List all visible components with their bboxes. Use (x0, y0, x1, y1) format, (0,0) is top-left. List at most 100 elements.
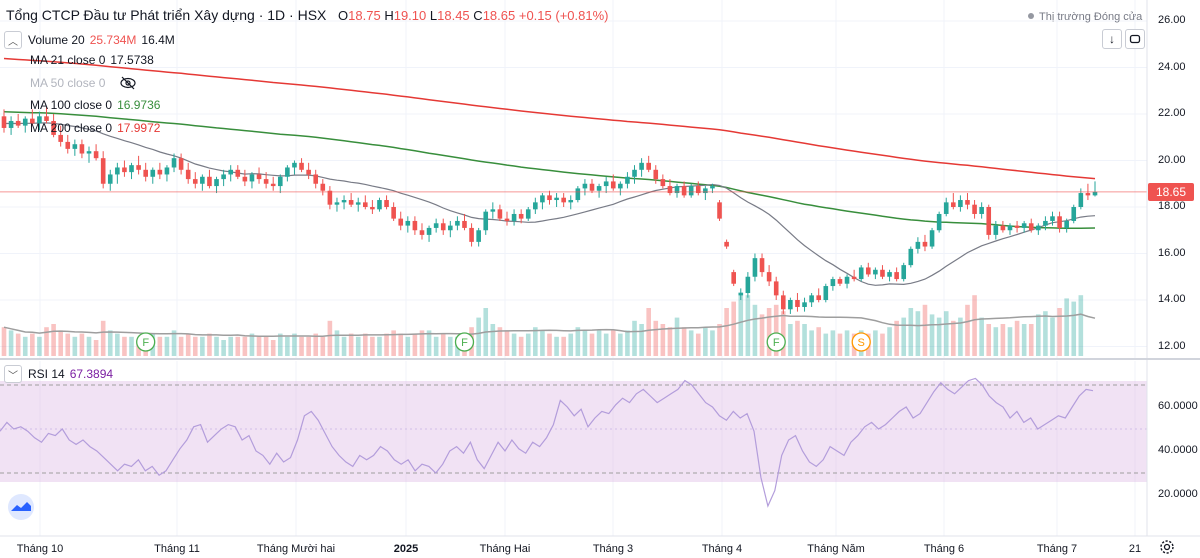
candle (880, 265, 885, 280)
chevron-down-icon[interactable]: ﹀ (4, 365, 22, 383)
candle-body (377, 200, 382, 210)
candle (986, 204, 992, 240)
candle-body (171, 158, 177, 168)
candle (568, 195, 574, 210)
candle (391, 202, 396, 221)
candle-body (115, 167, 120, 175)
candle (1043, 216, 1048, 231)
tradingview-logo[interactable] (6, 494, 36, 520)
volume-bar (348, 333, 354, 356)
candle-body (759, 258, 765, 273)
candle (164, 165, 170, 182)
time-tick-label: Tháng Hai (479, 543, 531, 555)
candle-body (1085, 193, 1091, 196)
price-tick-label: 26.00 (1158, 14, 1186, 26)
candle-body (412, 220, 418, 231)
chevron-up-icon[interactable]: ︿ (4, 31, 22, 49)
candle-body (823, 286, 829, 300)
price-tick-label: 20.00 (1158, 153, 1186, 166)
rsi-legend[interactable]: ﹀ RSI 14 67.3894 (4, 365, 113, 383)
price-tick-label: 16.00 (1158, 246, 1186, 259)
volume-bar (440, 333, 446, 356)
candle (200, 174, 205, 191)
candle-body (908, 248, 914, 266)
candle (780, 290, 786, 314)
ma100-legend[interactable]: MA 100 close 0 16.9736 (30, 98, 161, 112)
candle (86, 146, 92, 163)
event-marker-label: F (142, 337, 149, 349)
volume-bar (363, 333, 368, 356)
candle-body (136, 165, 141, 170)
gear-icon[interactable] (1158, 538, 1176, 556)
arrow-down-icon: ↓ (1109, 32, 1115, 46)
candle (455, 216, 460, 231)
candle (788, 297, 793, 314)
volume-bar (695, 333, 701, 356)
time-tick-label: 2025 (393, 543, 419, 555)
candle (214, 176, 219, 194)
volume-bar (504, 330, 510, 356)
volume-bar (72, 336, 78, 356)
last-price-label: 18.65 (1148, 183, 1194, 201)
candle-body (497, 209, 503, 219)
volume-bar (490, 324, 496, 356)
download-button[interactable]: ↓ (1102, 29, 1122, 49)
candle-body (993, 225, 999, 235)
candle-body (575, 188, 581, 201)
symbol-title[interactable]: Tổng CTCP Đầu tư Phát triển Xây dựng · 1… (6, 7, 327, 23)
candle-body (958, 200, 963, 207)
candle-body (540, 195, 545, 203)
volume-bar (398, 333, 404, 356)
candle-body (837, 279, 843, 284)
candle (221, 169, 226, 187)
candle (688, 183, 694, 198)
candle-body (582, 183, 588, 189)
volume-bar (448, 336, 453, 356)
candle-body (1021, 223, 1027, 228)
fullscreen-button[interactable] (1125, 29, 1145, 49)
volume-legend[interactable]: ︿ Volume 20 25.734M 16.4M (4, 31, 175, 49)
volume-bar (660, 324, 666, 356)
ma200-legend[interactable]: MA 200 close 0 17.9972 (30, 121, 161, 135)
time-tick-label: Tháng 11 (154, 543, 200, 555)
time-tick-label: 21 (1128, 543, 1142, 555)
volume-bar (58, 330, 63, 356)
event-marker (136, 332, 156, 352)
volume-bar (830, 330, 836, 356)
volume-bar (214, 336, 219, 356)
low-value: 18.45 (437, 8, 470, 23)
candle-body (107, 174, 113, 184)
candle-body (547, 195, 552, 201)
candle (540, 193, 545, 210)
price-tick-label: 14.00 (1158, 293, 1186, 305)
candle (22, 116, 28, 133)
candle (122, 160, 127, 177)
candle-body (809, 295, 814, 303)
candle (922, 234, 928, 252)
eye-crossed-icon[interactable] (119, 76, 137, 90)
candle (589, 179, 595, 194)
candle-body (894, 272, 899, 280)
candle (299, 158, 304, 173)
volume-bar (837, 333, 843, 356)
candle (263, 172, 269, 189)
ma50-legend[interactable]: MA 50 close 0 (30, 76, 137, 90)
candle-body (65, 141, 71, 149)
time-tick-label: Tháng 10 (16, 543, 64, 555)
candle-body (1050, 216, 1055, 221)
candle-body (433, 223, 439, 228)
candle (440, 218, 446, 235)
ma21-legend[interactable]: MA 21 close 0 17.5738 (30, 53, 154, 67)
candle-body (610, 181, 616, 189)
candle-body (398, 218, 404, 226)
candle (341, 195, 347, 210)
grid-lines (0, 0, 1147, 536)
volume-bar (79, 333, 85, 356)
candle-body (327, 190, 333, 205)
volume-bar (292, 333, 297, 356)
volume-bar (936, 317, 942, 356)
volume-bar (171, 330, 177, 356)
candle-body (887, 272, 892, 277)
